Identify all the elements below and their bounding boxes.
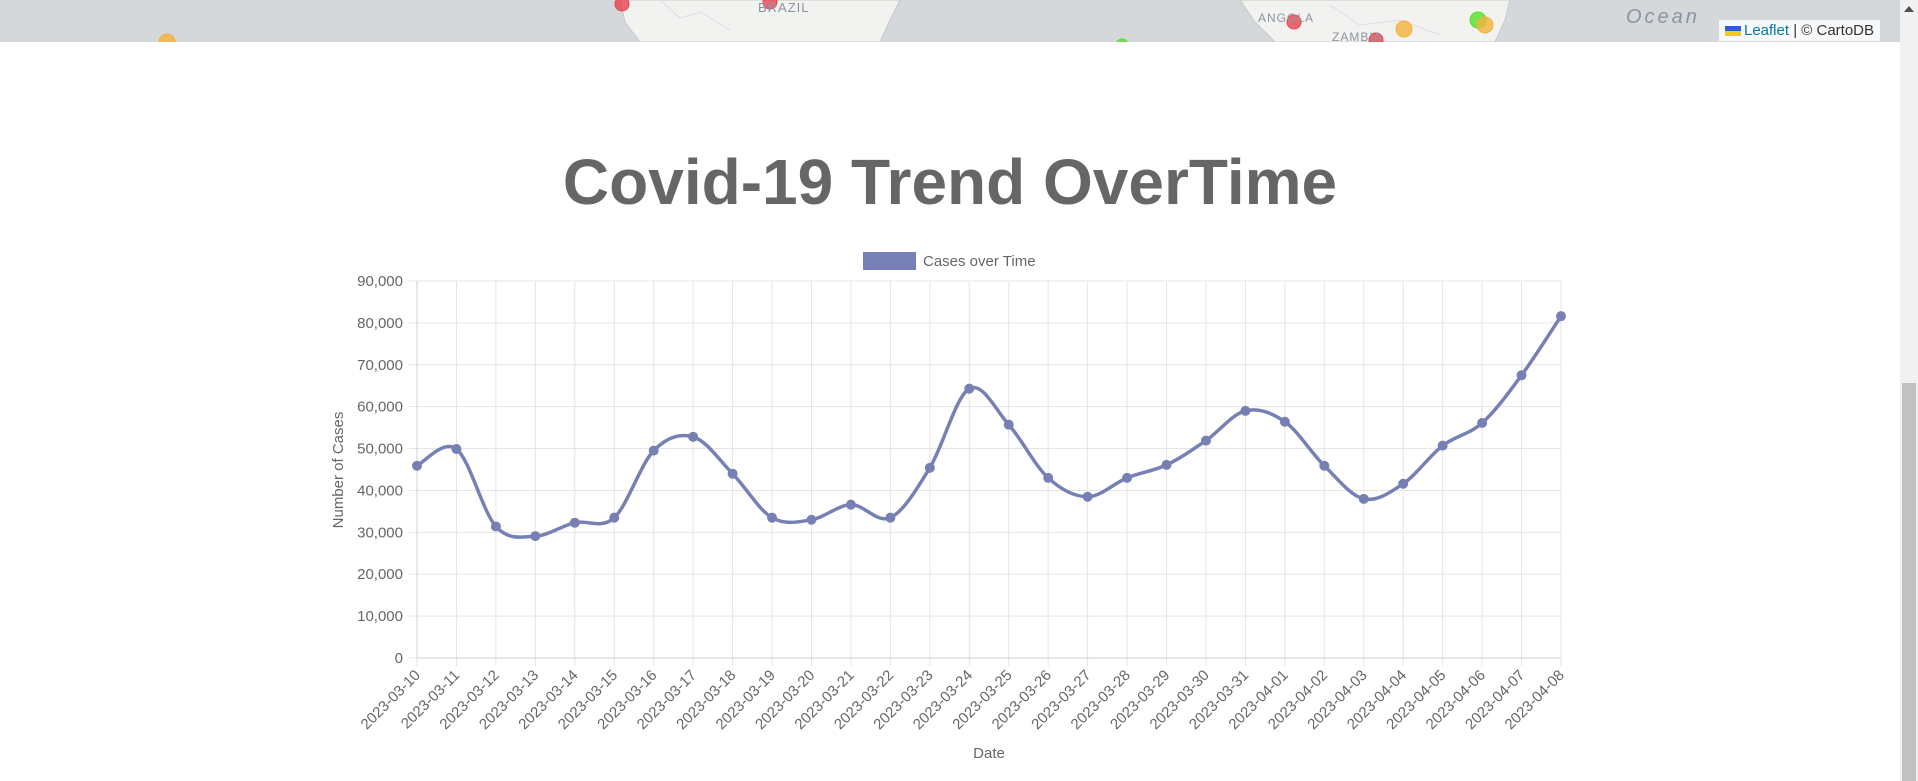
map-label-ocean: Ocean xyxy=(1626,6,1700,28)
data-point[interactable] xyxy=(885,512,896,523)
map-marker-2 xyxy=(614,0,630,12)
map-marker-9 xyxy=(1476,16,1494,34)
map-strip[interactable]: BRAZIL ANGOLA ZAMBIA Ocean Leaflet | © C… xyxy=(0,0,1900,42)
data-point[interactable] xyxy=(845,499,856,510)
data-point[interactable] xyxy=(1043,472,1054,483)
landmass-south-america xyxy=(619,0,901,42)
data-point[interactable] xyxy=(530,531,541,542)
y-tick-label: 30,000 xyxy=(357,524,403,541)
data-point[interactable] xyxy=(964,383,975,394)
data-point[interactable] xyxy=(1516,370,1527,381)
map-marker-4 xyxy=(1116,38,1128,42)
map-attribution: Leaflet | © CartoDB xyxy=(1718,20,1880,41)
data-point[interactable] xyxy=(648,445,659,456)
data-point[interactable] xyxy=(1122,472,1133,483)
data-point[interactable] xyxy=(1240,405,1251,416)
y-tick-label: 90,000 xyxy=(357,273,403,290)
ukraine-flag-icon xyxy=(1724,26,1741,37)
landmass-africa xyxy=(1239,0,1511,42)
data-point[interactable] xyxy=(609,512,620,523)
data-point[interactable] xyxy=(806,514,817,525)
data-point[interactable] xyxy=(569,517,580,528)
data-point[interactable] xyxy=(1003,419,1014,430)
legend-label[interactable]: Cases over Time xyxy=(923,253,1036,270)
map-label-brazil: BRAZIL xyxy=(758,0,810,15)
data-point[interactable] xyxy=(1437,440,1448,451)
attribution-text: | © CartoDB xyxy=(1789,22,1874,39)
y-tick-label: 10,000 xyxy=(357,608,403,625)
legend-swatch[interactable] xyxy=(863,252,916,270)
data-point[interactable] xyxy=(1477,418,1488,429)
map-marker-5 xyxy=(1286,14,1302,30)
data-point[interactable] xyxy=(1556,311,1566,322)
map-marker-7 xyxy=(1395,20,1413,38)
data-point[interactable] xyxy=(1200,435,1211,446)
map-marker-1 xyxy=(158,33,176,42)
map-marker-3 xyxy=(762,0,778,10)
data-point[interactable] xyxy=(767,512,778,523)
data-point[interactable] xyxy=(1082,491,1093,502)
series-line xyxy=(416,315,1563,539)
map-border-2 xyxy=(1329,4,1441,36)
data-point[interactable] xyxy=(412,460,422,471)
map-marker-6 xyxy=(1368,32,1384,42)
scrollbar[interactable] xyxy=(1900,0,1918,781)
chart-axes: 0 10,000 20,000 30,000 40,000 50,000 60,000 70,… xyxy=(330,273,1568,762)
data-point[interactable] xyxy=(1319,460,1330,471)
x-axis-title: Date xyxy=(973,745,1005,762)
y-tick-label: 40,000 xyxy=(357,482,403,499)
y-tick-label: 50,000 xyxy=(357,441,403,458)
map-tiles xyxy=(158,0,1511,42)
data-point[interactable] xyxy=(1279,416,1290,427)
scroll-up-arrow-icon[interactable] xyxy=(1904,6,1914,12)
data-point[interactable] xyxy=(688,431,699,442)
map-label-angola: ANGOLA xyxy=(1258,11,1315,25)
page-title: Covid-19 Trend OverTime xyxy=(562,146,1338,218)
data-point[interactable] xyxy=(451,443,462,454)
y-tick-label: 20,000 xyxy=(357,566,403,583)
data-point[interactable] xyxy=(1161,459,1172,470)
data-point[interactable] xyxy=(490,521,501,532)
y-tick-label: 60,000 xyxy=(357,399,403,416)
leaflet-link[interactable]: Leaflet xyxy=(1743,22,1790,39)
scrollbar-thumb[interactable] xyxy=(1902,383,1916,781)
data-point[interactable] xyxy=(1358,493,1369,504)
chart-series xyxy=(412,311,1566,542)
chart-legend[interactable]: Cases over Time xyxy=(863,252,1036,270)
y-tick-label: 0 xyxy=(395,650,403,667)
data-point[interactable] xyxy=(727,468,738,479)
y-tick-label: 70,000 xyxy=(357,357,403,374)
y-axis-title: Number of Cases xyxy=(330,412,347,529)
data-point[interactable] xyxy=(924,462,935,473)
map-border-1 xyxy=(659,0,731,31)
chart-grid xyxy=(409,280,1562,666)
map-label-zambia: ZAMBIA xyxy=(1332,30,1383,42)
data-point[interactable] xyxy=(1398,478,1409,489)
y-tick-label: 80,000 xyxy=(357,315,403,332)
